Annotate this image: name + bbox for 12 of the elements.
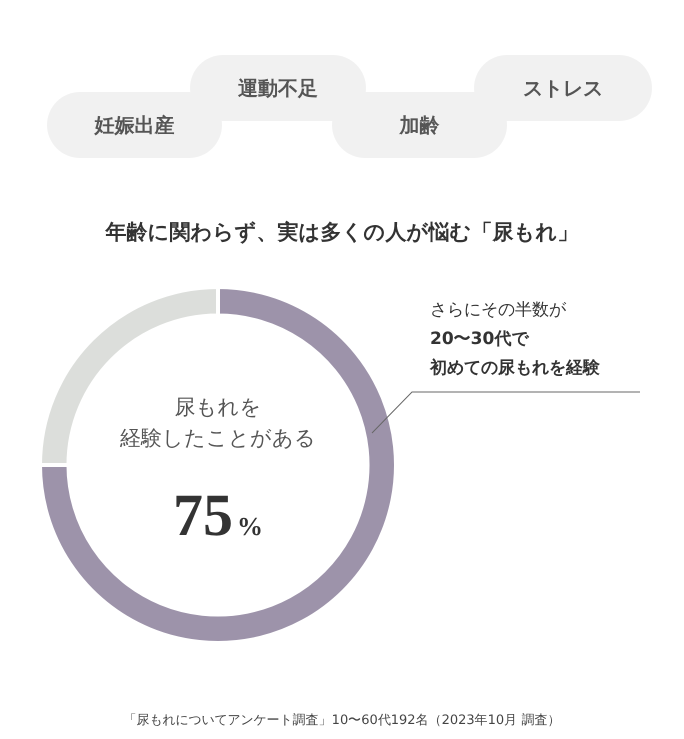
text: 加齢 <box>332 92 507 158</box>
text: 初めての尿もれを経験 <box>430 357 600 380</box>
text: ストレス <box>474 55 652 121</box>
text: 運動不足 <box>190 55 366 121</box>
text: 経験したことがある <box>119 425 317 452</box>
text: 尿もれを <box>174 394 262 421</box>
text: さらにその半数が <box>430 299 567 322</box>
text: 20〜30代で <box>430 328 530 351</box>
text: 妊娠出産 <box>47 92 222 158</box>
chart-title: 年齢に関わらず、実は多くの人が悩む「尿もれ」 <box>104 219 580 246</box>
text: 「尿もれについてアンケート調査」10〜60代192名（2023年10月 調査） <box>122 712 562 729</box>
data-label: 75% <box>173 482 263 548</box>
